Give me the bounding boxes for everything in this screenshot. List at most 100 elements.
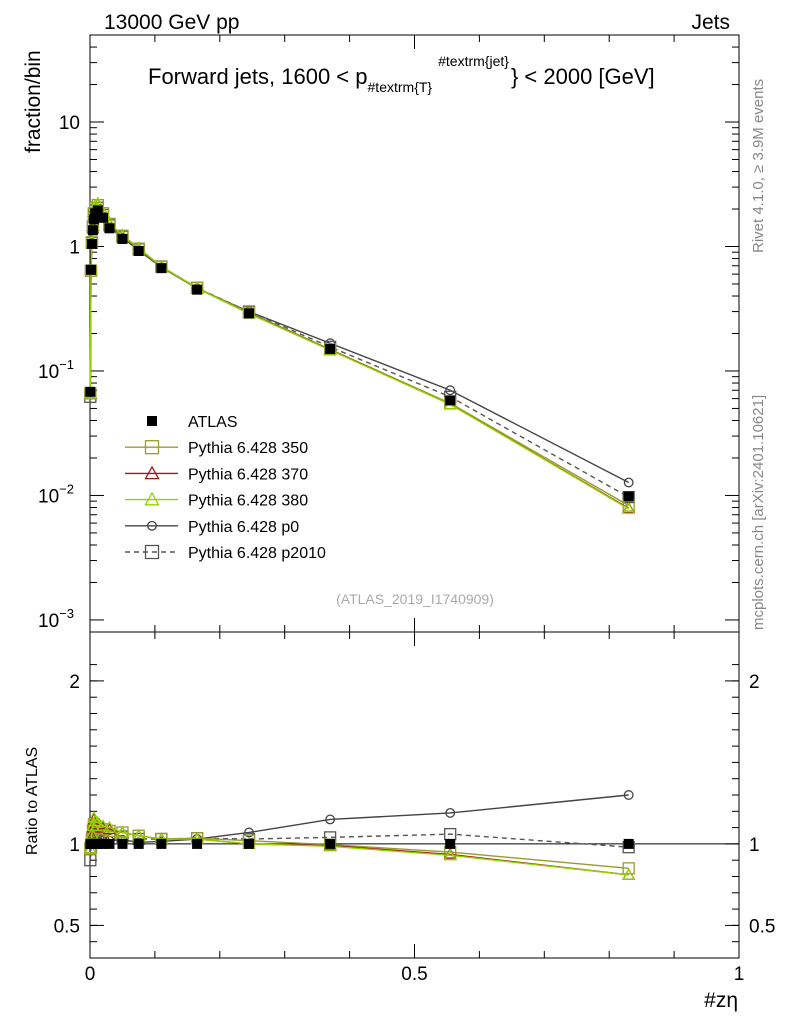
- y-axis-label: fraction/bin: [22, 50, 45, 153]
- series-5-line: [89, 206, 630, 498]
- ratio-series-group: [83, 790, 636, 880]
- series-3-point: [622, 502, 636, 514]
- chart-title-sub: #textrm{T}: [368, 79, 433, 95]
- legend: ATLAS Pythia 6.428 350 Pythia 6.428 370 Pyt…: [125, 414, 326, 562]
- series-0-point: [92, 205, 103, 216]
- legend-item-2-label: Pythia 6.428 370: [188, 466, 308, 483]
- legend-item-4-label: Pythia 6.428 p0: [188, 519, 299, 536]
- series-0-point: [244, 308, 255, 319]
- x-tick-label: 0: [85, 964, 96, 985]
- mcplots-label: mcplots.cern.ch [arXiv:2401.10621]: [750, 395, 767, 630]
- y-tick-base: 10: [38, 486, 59, 507]
- chart-title: Forward jets, 1600 < p#textrm{T} #textrm{…: [148, 53, 655, 95]
- series-0-ratio-point: [623, 838, 634, 849]
- ratio-tick-label-right: 1: [749, 835, 760, 856]
- series-2-line: [89, 202, 630, 509]
- chart-title-end: } < 2000 [GeV]: [511, 64, 655, 89]
- series-4-ratio-point: [244, 827, 254, 838]
- legend-item-1-marker: [144, 440, 160, 455]
- legend-item-3-label: Pythia 6.428 380: [188, 493, 308, 510]
- series-3-ratio-point: [102, 820, 117, 833]
- series-5-ratio-line: [89, 828, 629, 861]
- ratio-tick-label-right: 0.5: [749, 916, 775, 937]
- series-0-point: [97, 212, 108, 223]
- series-0-point: [325, 344, 336, 355]
- legend-item-3-marker: [144, 491, 160, 506]
- y-tick-base: 1: [69, 237, 80, 258]
- series-0-ratio-point: [92, 838, 103, 849]
- series-0-ratio-point: [156, 838, 167, 849]
- header-left: 13000 GeV pp: [104, 11, 239, 34]
- legend-item-5-label: Pythia 6.428 p2010: [188, 545, 326, 562]
- legend-item-0-label: ATLAS: [188, 414, 238, 431]
- ratio-tick-label: 2: [69, 672, 80, 693]
- main-frame: [89, 34, 740, 633]
- y-tick-base: 10: [38, 611, 59, 632]
- legend-item-4-marker: [147, 520, 157, 531]
- series-4-ratio-point: [325, 814, 336, 825]
- series-0-point: [117, 233, 128, 244]
- series-0-point: [445, 395, 456, 406]
- legend-item-2-marker: [144, 465, 160, 480]
- series-0-ratio-point: [325, 838, 336, 849]
- ratio-y-axis-label: Ratio to ATLAS: [24, 747, 41, 855]
- y-tick-base: 10: [38, 362, 59, 383]
- y-tick-exponent: −2: [59, 481, 74, 496]
- ratio-tick-label-right: 2: [749, 672, 760, 693]
- y-tick-exponent: −1: [59, 357, 74, 372]
- series-1-ratio-point: [622, 862, 635, 875]
- series-4-ratio-point: [445, 807, 456, 818]
- series-3-ratio-point: [115, 825, 130, 838]
- series-4-line: [89, 208, 629, 484]
- rivet-label: Rivet 4.1.0, ≥ 3.9M events: [750, 79, 767, 253]
- watermark: (ATLAS_2019_I1740909): [336, 591, 494, 607]
- series-1-ratio-line: [89, 822, 629, 870]
- y-tick-label: 10−3: [38, 606, 74, 632]
- series-3-ratio-point: [443, 848, 457, 861]
- series-0-ratio-point: [192, 838, 203, 849]
- y-tick-label: 1: [69, 237, 80, 258]
- series-3-ratio-point: [85, 827, 99, 840]
- ratio-tick-label: 1: [69, 835, 80, 856]
- legend-item-5-marker: [144, 544, 160, 560]
- series-0-point: [104, 223, 115, 234]
- series-3-ratio-point: [88, 814, 102, 827]
- series-3-line: [89, 202, 630, 510]
- series-0-ratio-point: [133, 838, 144, 849]
- series-0-point: [133, 245, 144, 256]
- series-group: [83, 196, 636, 514]
- series-0-point: [88, 214, 99, 225]
- series-4-point: [623, 477, 634, 488]
- series-0-point: [192, 284, 203, 295]
- series-3-ratio-point: [91, 815, 105, 828]
- series-4-point: [445, 385, 456, 396]
- series-0-point: [85, 264, 96, 275]
- chart-title-main: Forward jets, 1600 < p: [148, 64, 368, 89]
- legend-item-0-marker: [147, 416, 157, 426]
- series-0-point: [86, 238, 97, 249]
- y-tick-exponent: −3: [59, 606, 74, 621]
- y-tick-base: 10: [59, 113, 80, 134]
- series-0-ratio-point: [117, 838, 128, 849]
- series-0-ratio-point: [104, 838, 115, 849]
- series-0-ratio-point: [244, 838, 255, 849]
- y-tick-label: 10−2: [38, 481, 74, 507]
- series-4-ratio-point: [623, 790, 634, 800]
- y-tick-label: 10−1: [38, 357, 74, 383]
- series-0-ratio-point: [97, 838, 108, 849]
- x-axis-label: #zη: [704, 989, 738, 1012]
- x-tick-label: 0.5: [401, 964, 427, 985]
- series-0-point: [156, 263, 167, 274]
- series-0-point: [85, 386, 96, 397]
- ratio-frame: [89, 631, 740, 959]
- chart-title-sup: #textrm{jet}: [438, 53, 509, 69]
- ratio-tick-label: 0.5: [54, 916, 80, 937]
- header-right: Jets: [691, 11, 730, 34]
- series-3-ratio-point: [96, 819, 110, 832]
- y-tick-label: 10: [59, 113, 80, 134]
- series-0-ratio-point: [445, 838, 456, 849]
- x-tick-label: 1: [734, 964, 745, 985]
- legend-item-1-label: Pythia 6.428 350: [188, 440, 308, 457]
